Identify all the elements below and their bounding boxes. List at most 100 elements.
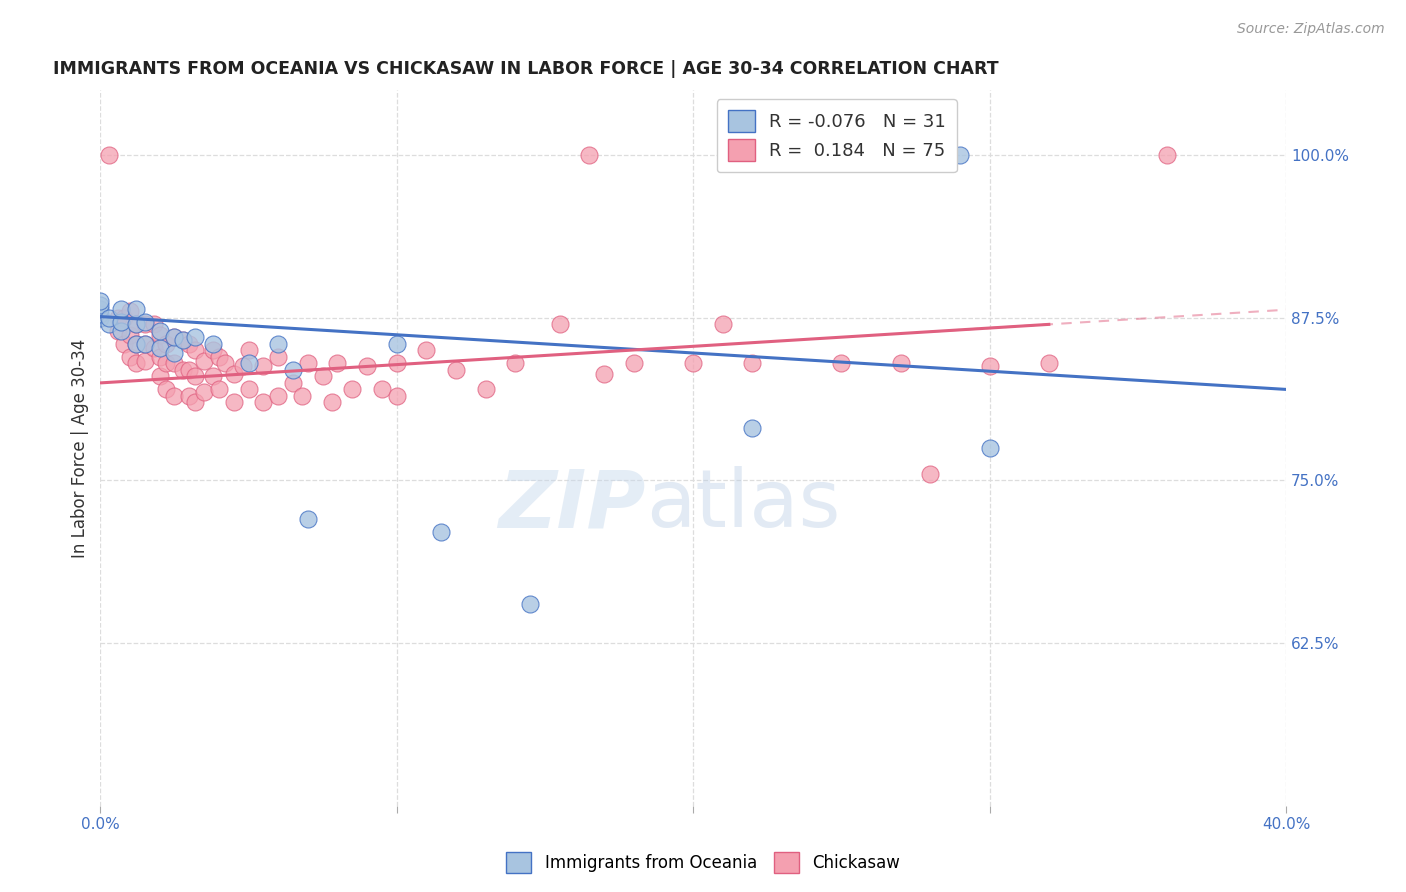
Point <box>238 383 260 397</box>
Point <box>356 359 378 373</box>
Point <box>142 341 165 355</box>
Point <box>505 356 527 370</box>
Point <box>179 363 201 377</box>
Text: atlas: atlas <box>645 467 841 544</box>
Point <box>949 148 972 162</box>
Point <box>311 369 333 384</box>
Point <box>845 148 868 162</box>
Point <box>125 356 148 370</box>
Point <box>155 337 177 351</box>
Point <box>371 383 394 397</box>
Point <box>118 304 141 318</box>
Point <box>184 330 207 344</box>
Text: ZIP: ZIP <box>498 467 645 544</box>
Point <box>107 324 129 338</box>
Point <box>883 148 905 162</box>
Point <box>208 350 231 364</box>
Point <box>172 333 194 347</box>
Point <box>112 337 135 351</box>
Point <box>142 318 165 332</box>
Point <box>98 148 121 162</box>
Point <box>815 148 838 162</box>
Point <box>267 389 290 403</box>
Point <box>222 395 245 409</box>
Point <box>134 315 156 329</box>
Point <box>920 467 942 481</box>
Point <box>118 327 141 342</box>
Point <box>201 369 224 384</box>
Point <box>172 333 194 347</box>
Point <box>201 337 224 351</box>
Point <box>682 356 704 370</box>
Point <box>281 376 304 390</box>
Point <box>623 356 645 370</box>
Point <box>98 310 121 325</box>
Point <box>711 318 734 332</box>
Point <box>125 318 148 332</box>
Point <box>193 353 215 368</box>
Point <box>474 383 496 397</box>
Point <box>163 330 186 344</box>
Point <box>904 148 927 162</box>
Point <box>163 389 186 403</box>
Point <box>201 343 224 358</box>
Point <box>925 148 948 162</box>
Point <box>741 356 763 370</box>
Point <box>297 512 319 526</box>
Point <box>163 330 186 344</box>
Text: IMMIGRANTS FROM OCEANIA VS CHICKASAW IN LABOR FORCE | AGE 30-34 CORRELATION CHAR: IMMIGRANTS FROM OCEANIA VS CHICKASAW IN … <box>53 60 998 78</box>
Point <box>1038 356 1060 370</box>
Point <box>125 337 148 351</box>
Point <box>890 356 912 370</box>
Point <box>184 369 207 384</box>
Point <box>89 298 111 312</box>
Point <box>385 337 408 351</box>
Point <box>321 395 343 409</box>
Point <box>184 343 207 358</box>
Point <box>98 318 121 332</box>
Point <box>149 324 172 338</box>
Point <box>252 359 274 373</box>
Point <box>118 350 141 364</box>
Point <box>155 356 177 370</box>
Point <box>163 346 186 360</box>
Point <box>112 310 135 325</box>
Point <box>179 337 201 351</box>
Point <box>238 343 260 358</box>
Point <box>866 148 889 162</box>
Point <box>252 395 274 409</box>
Point <box>107 310 129 325</box>
Point <box>134 337 156 351</box>
Point <box>125 337 148 351</box>
Point <box>193 384 215 399</box>
Y-axis label: In Labor Force | Age 30-34: In Labor Force | Age 30-34 <box>72 338 89 558</box>
Point <box>415 343 437 358</box>
Point <box>741 421 763 435</box>
Point <box>267 337 290 351</box>
Point <box>238 356 260 370</box>
Point <box>134 318 156 332</box>
Point <box>89 307 111 321</box>
Point <box>1156 148 1178 162</box>
Point <box>134 337 156 351</box>
Point <box>222 367 245 381</box>
Legend: Immigrants from Oceania, Chickasaw: Immigrants from Oceania, Chickasaw <box>499 846 907 880</box>
Point <box>267 350 290 364</box>
Point <box>385 389 408 403</box>
Point <box>110 301 132 316</box>
Point <box>548 318 571 332</box>
Point <box>297 356 319 370</box>
Point <box>281 363 304 377</box>
Legend: R = -0.076   N = 31, R =  0.184   N = 75: R = -0.076 N = 31, R = 0.184 N = 75 <box>717 99 957 172</box>
Point <box>149 350 172 364</box>
Point <box>149 369 172 384</box>
Point <box>149 341 172 355</box>
Point <box>444 363 467 377</box>
Point <box>184 395 207 409</box>
Point <box>89 310 111 325</box>
Point <box>342 383 364 397</box>
Point <box>214 356 236 370</box>
Point <box>385 356 408 370</box>
Point <box>89 301 111 316</box>
Point <box>578 148 600 162</box>
